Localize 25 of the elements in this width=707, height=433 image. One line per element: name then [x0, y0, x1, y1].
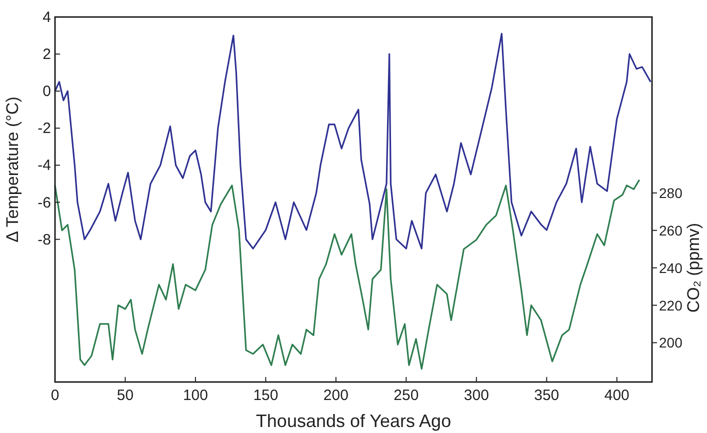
y-tick-label: -8	[38, 231, 51, 248]
x-tick-label: 400	[604, 387, 630, 404]
x-tick-label: 150	[253, 387, 278, 404]
y2-tick-label: 220	[659, 297, 683, 314]
line-series	[54, 179, 640, 370]
y2-axis-title: CO₂ (ppmv)	[684, 222, 703, 313]
x-tick-label: 50	[116, 387, 134, 404]
y-axis-title: Δ Temperature (°C)	[3, 96, 22, 242]
x-tick-label: 100	[182, 387, 208, 404]
x-axis-title: Thousands of Years Ago	[256, 411, 452, 431]
y-tick-label: -6	[38, 194, 51, 212]
y-tick-label: -4	[38, 157, 51, 174]
x-tick-label: 350	[534, 387, 560, 404]
y-tick-label: 0	[42, 83, 51, 100]
line-series	[54, 32, 652, 250]
x-tick-label: 300	[464, 387, 489, 404]
x-tick-label: 250	[394, 387, 419, 404]
y2-tick-label: 240	[659, 260, 683, 276]
y-tick-label: 4	[42, 9, 51, 26]
x-tick-label: 200	[323, 387, 348, 404]
y2-tick-label: 280	[659, 184, 683, 201]
y-tick-label: 2	[42, 46, 51, 64]
y2-tick-label: 200	[659, 334, 683, 351]
y2-tick-label: 260	[659, 222, 683, 238]
y-tick-label: -2	[38, 120, 51, 138]
